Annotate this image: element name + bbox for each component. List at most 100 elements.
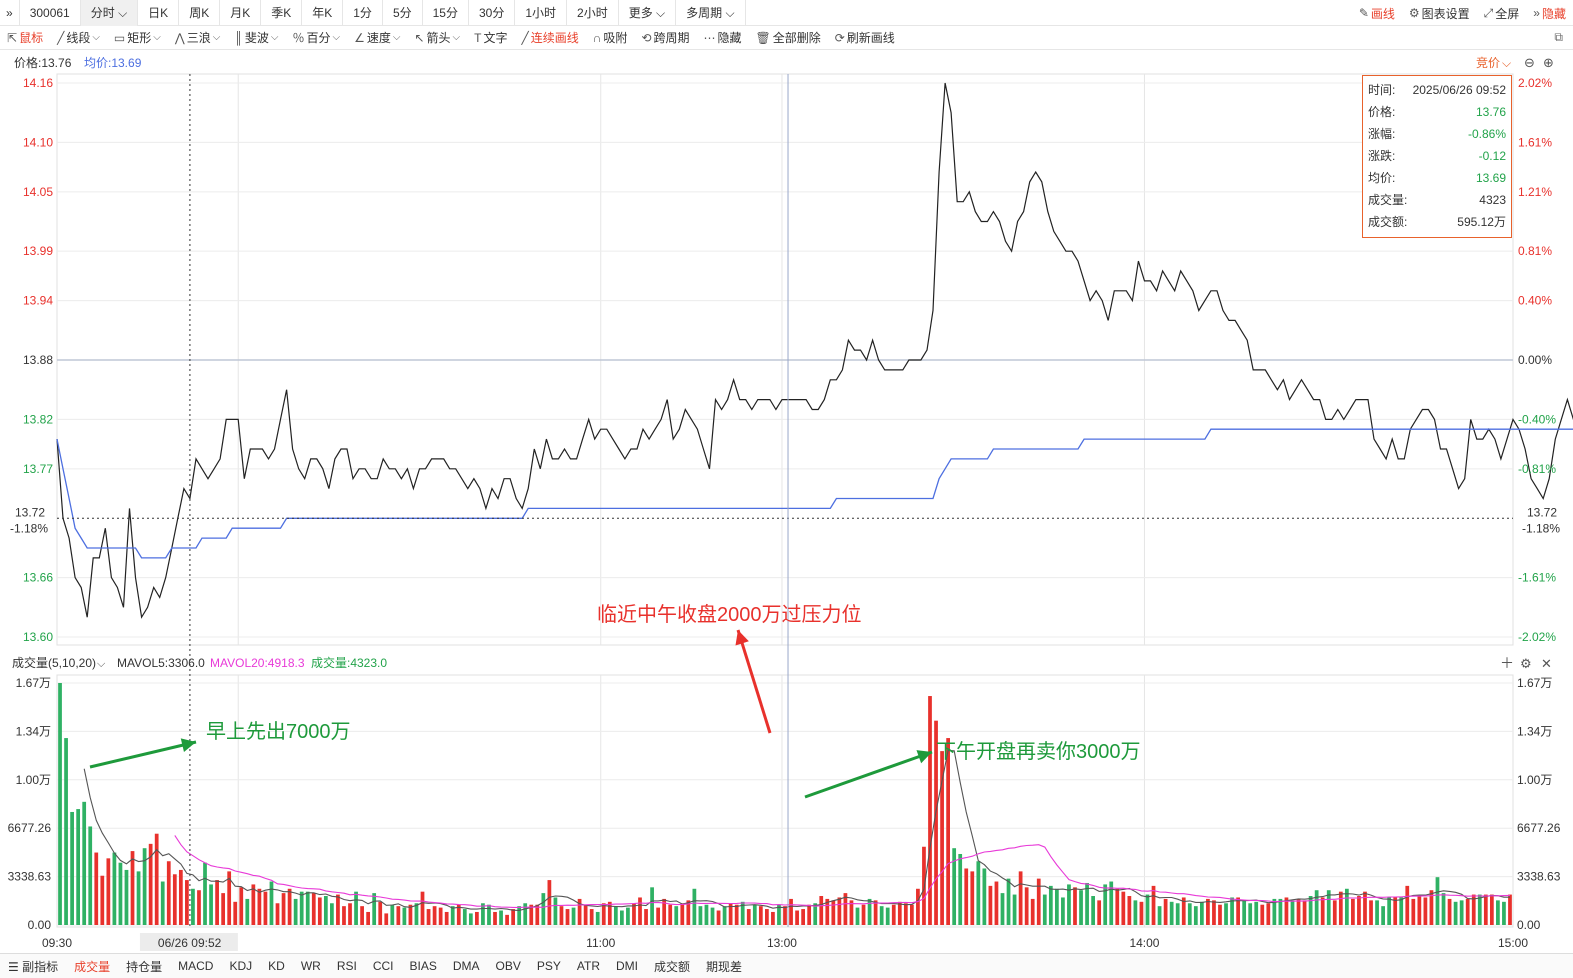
volume-bar — [752, 904, 757, 925]
indicator-tab[interactable]: KD — [268, 959, 285, 973]
chart-settings-button[interactable]: ⚙ 图表设置 — [1402, 0, 1477, 26]
period-tab[interactable]: 1小时 — [515, 0, 568, 26]
indicator-tab[interactable]: DMA — [452, 959, 480, 973]
volume-bar — [1073, 887, 1077, 925]
indicator-tab[interactable]: MACD — [178, 959, 214, 973]
indicator-tab[interactable]: CCI — [372, 959, 394, 973]
volume-bar — [529, 904, 534, 925]
volume-bar — [1344, 888, 1349, 925]
hide-button[interactable]: » 隐藏 — [1526, 0, 1573, 26]
volume-bar — [722, 906, 727, 925]
period-tab[interactable]: 1分 — [343, 0, 383, 26]
period-tab[interactable]: 月K — [220, 0, 262, 26]
volume-bar — [1181, 897, 1186, 925]
volume-bar — [64, 738, 68, 925]
info-row: 价格: 13.76 — [1368, 101, 1506, 123]
chart-area[interactable]: 14.16 2.02% 14.10 1.61% 14.05 1.21% 13.99 0.81%… — [0, 50, 1573, 977]
period-tab[interactable]: 分时 ⌵ — [80, 0, 139, 26]
tool-button[interactable]: ⋯ 隐藏 — [696, 29, 748, 46]
tool-icon: ↖ — [414, 30, 425, 45]
close-indicator-icon[interactable]: ✕ — [1541, 656, 1552, 671]
indicator-tab[interactable]: DMI — [616, 959, 638, 973]
volume-bar — [1284, 897, 1289, 925]
volume-indicator-label[interactable]: 成交量(5,10,20) — [12, 655, 96, 670]
volume-bar — [396, 906, 401, 925]
period-tab[interactable]: 年K — [302, 0, 344, 26]
volume-bar — [366, 911, 371, 925]
volume-bar — [124, 869, 129, 925]
crosshair-info-box: 时间: 2025/06/26 09:52 价格: 13.76 涨幅: -0.86% 涨跌: -… — [1362, 75, 1512, 238]
crosshair-pct-right: -1.18% — [1522, 521, 1560, 535]
fullscreen-button[interactable]: ⤢ 全屏 — [1477, 0, 1527, 26]
tool-button[interactable]: ⟲ 跨周期 — [634, 29, 696, 46]
expand-icon[interactable]: » — [0, 0, 20, 26]
indicator-tab[interactable]: ATR — [576, 959, 600, 973]
tool-button[interactable]: ║ 斐波 ⌵ — [227, 29, 285, 46]
stock-code[interactable]: 300061 — [20, 0, 81, 26]
volume-bar — [1061, 897, 1065, 925]
zoom-out-icon[interactable]: ⊖ — [1524, 55, 1535, 70]
auction-chevron-icon[interactable]: ⌵ — [1502, 56, 1511, 70]
tool-button[interactable]: ％百分 ⌵ — [285, 29, 347, 46]
tool-icon: ∩ — [592, 30, 602, 45]
indicator-gear-icon[interactable]: ⚙ — [1520, 656, 1532, 671]
volume-dropdown-icon[interactable]: ⌵ — [97, 658, 106, 670]
indicator-tab[interactable]: 成交量 — [74, 959, 111, 974]
period-tab[interactable]: 15分 — [423, 0, 469, 26]
volume-bar — [76, 809, 81, 925]
volume-bar — [462, 909, 467, 925]
volume-bar — [680, 903, 685, 925]
volume-bar — [130, 851, 135, 925]
tool-button[interactable]: T 文字 — [467, 29, 514, 46]
add-indicator-icon[interactable]: ＋ — [1500, 655, 1514, 671]
indicator-tab[interactable]: 持仓量 — [126, 959, 163, 974]
volume-bar — [740, 901, 745, 925]
indicator-tab[interactable]: BIAS — [409, 959, 437, 973]
tool-button[interactable]: ▭ 矩形 ⌵ — [107, 29, 168, 46]
indicator-tab[interactable]: 期现差 — [706, 959, 743, 974]
tool-button[interactable]: ⇱ 鼠标 — [0, 29, 50, 46]
indicator-tab[interactable]: PSY — [536, 959, 561, 973]
indicator-tab[interactable]: KDJ — [229, 959, 253, 973]
indicator-tab[interactable]: OBV — [495, 959, 521, 973]
tool-button[interactable]: 🗑 全部删除 — [748, 29, 827, 46]
volume-bar — [1085, 882, 1089, 925]
volume-bar — [1502, 901, 1506, 925]
tool-button[interactable]: ↖ 箭头 ⌵ — [407, 29, 467, 46]
tool-button[interactable]: ⋀ 三浪 ⌵ — [168, 29, 227, 46]
tool-button[interactable]: ∩ 吸附 — [586, 29, 635, 46]
auction-label[interactable]: 竞价 — [1476, 56, 1500, 70]
period-tab[interactable]: 2小时 — [567, 0, 619, 26]
period-tab[interactable]: 季K — [261, 0, 303, 26]
period-tab[interactable]: 周K — [179, 0, 221, 26]
volume-bar — [1206, 898, 1210, 925]
period-tab[interactable]: 30分 — [469, 0, 516, 26]
period-tab[interactable]: 日K — [138, 0, 180, 26]
tool-label: 吸附 — [603, 31, 628, 45]
volume-bar — [432, 906, 437, 925]
tool-button[interactable]: ⟳ 刷新画线 — [828, 29, 902, 46]
indicator-tab[interactable]: 成交额 — [654, 959, 691, 974]
layout-icon[interactable]: ⧉ — [1554, 30, 1563, 44]
volume-bar — [583, 904, 588, 925]
mavol5-line — [83, 749, 1510, 912]
tool-button[interactable]: ╱ 连续画线 — [514, 29, 585, 46]
volume-bar — [777, 904, 781, 925]
volume-bar — [595, 911, 600, 925]
tool-label: 连续画线 — [530, 31, 579, 45]
period-tab[interactable]: 更多 ⌵ — [619, 0, 677, 26]
volume-bar — [372, 893, 377, 925]
period-tab[interactable]: 5分 — [383, 0, 423, 26]
indicator-tab[interactable]: RSI — [336, 959, 357, 973]
draw-button[interactable]: ✎ 画线 — [1352, 0, 1402, 26]
zoom-in-icon[interactable]: ⊕ — [1543, 55, 1554, 70]
volume-bar — [541, 893, 546, 925]
period-tab[interactable]: 多周期 ⌵ — [676, 0, 746, 26]
volume-bar — [1314, 890, 1319, 925]
price-label: 价格:13.76 — [14, 55, 72, 70]
tool-button[interactable]: ∠ 速度 ⌵ — [347, 29, 407, 46]
tool-button[interactable]: ╱ 线段 ⌵ — [50, 29, 107, 46]
indicator-tab[interactable]: ☰ 副指标 — [8, 959, 59, 974]
noon-arrow — [735, 629, 772, 734]
indicator-tab[interactable]: WR — [300, 959, 321, 973]
